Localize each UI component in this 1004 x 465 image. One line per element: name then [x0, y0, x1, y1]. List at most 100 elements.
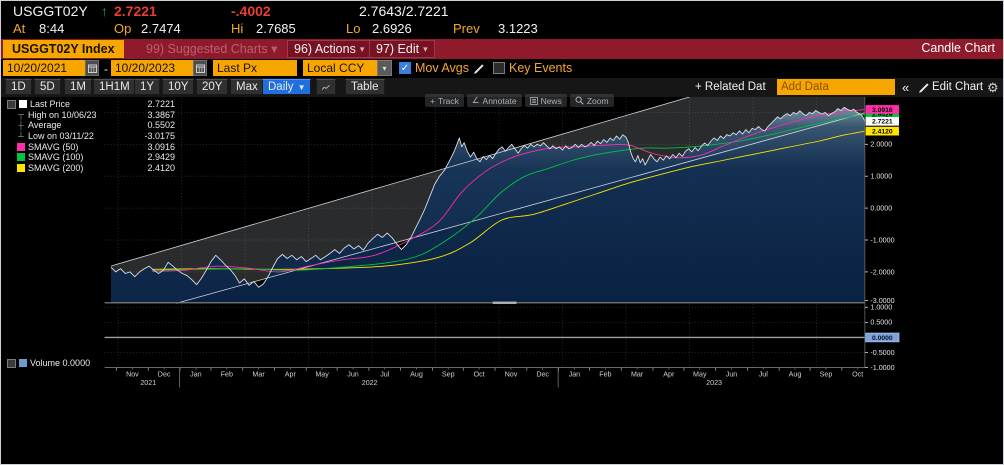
calendar-icon[interactable]	[193, 60, 207, 76]
low-marker-icon: ┴	[18, 131, 24, 141]
month-label: Aug	[410, 370, 423, 378]
key-events-label[interactable]: Key Events	[509, 61, 573, 75]
mov-avgs-label[interactable]: Mov Avgs	[415, 61, 469, 75]
period-tab-20y[interactable]: 20Y	[196, 79, 229, 95]
related-data-button[interactable]: + Related Dat	[695, 81, 766, 93]
annotate-icon: ∠	[471, 95, 480, 105]
edit-menu[interactable]: 97) Edit ▾	[369, 40, 435, 58]
price-area-fill	[110, 107, 865, 303]
panel-divider[interactable]	[104, 302, 865, 304]
price-field-input[interactable]: Last Px	[213, 60, 297, 76]
price-chart[interactable]: 2.00001.00000.0000-1.0000-2.0000-3.00001…	[1, 97, 1004, 465]
price-axis-badge-text: 3.0916	[872, 107, 893, 114]
smavg50-line	[152, 109, 865, 273]
high-label: Hi	[231, 21, 244, 36]
caret-down-icon: ▾	[359, 43, 365, 54]
collapse-chevrons[interactable]: «	[902, 80, 910, 95]
month-label: Dec	[158, 370, 171, 378]
month-label: Aug	[789, 370, 802, 378]
volume-tick-label: 0.5000	[870, 319, 892, 327]
currency-select[interactable]: Local CCY	[303, 60, 377, 76]
period-tab-1d[interactable]: 1D	[5, 79, 32, 95]
pencil-icon[interactable]	[918, 81, 930, 99]
legend-row-smavg100[interactable]: SMAVG (100) 2.9429	[7, 152, 175, 163]
quote-header: USGGT02Y ↑ 2.7221 -.4002 2.7643/2.7221 A…	[1, 1, 1003, 39]
period-tab-1y[interactable]: 1Y	[134, 79, 161, 95]
settings-bar: 10/20/2021 - 10/20/2023 Last Px Local CC…	[1, 59, 1003, 78]
open-value: 2.7474	[141, 21, 181, 36]
period-tab-10y[interactable]: 10Y	[162, 79, 195, 95]
smavg100-chip	[17, 153, 25, 162]
calendar-icon[interactable]	[85, 60, 99, 76]
legend-row-smavg200[interactable]: SMAVG (200) 2.4120	[7, 163, 175, 174]
volume-axis-badge	[865, 332, 900, 343]
price-axis-badge-text: 2.4120	[872, 129, 893, 136]
bid-ask: 2.7643/2.7221	[359, 3, 449, 19]
volume-legend[interactable]: Volume 0.0000	[7, 358, 90, 368]
quote-time: 8:44	[39, 21, 65, 36]
high-marker-icon: ┬	[18, 110, 24, 120]
month-label: Nov	[126, 370, 139, 378]
edit-chart-button[interactable]: Edit Chart	[932, 81, 984, 93]
month-label: Jul	[380, 370, 390, 378]
chart-region: 2.0000 1.0000 0.0000 -1.0000 -2.0000 -3.0000 1…	[1, 94, 1004, 465]
suggested-charts-menu[interactable]: 99) Suggested Charts ▾	[146, 42, 278, 56]
zoom-button[interactable]: Zoom	[569, 94, 614, 107]
volume-tick-label: -1.0000	[870, 364, 894, 372]
security-tab[interactable]: USGGT02Y Index	[3, 40, 124, 58]
legend-row-low: ┴ Low on 03/11/22 -3.0175	[18, 131, 175, 142]
volume-tick-label: 1.0000	[870, 304, 892, 312]
volume-tick-label: -0.5000	[870, 349, 894, 357]
annotate-button[interactable]: ∠ Annotate	[466, 94, 522, 107]
y-tick-label: -2.0000	[870, 268, 894, 276]
month-label: Apr	[663, 370, 675, 378]
month-label: May	[315, 370, 329, 378]
date-from-input[interactable]: 10/20/2021	[3, 60, 85, 76]
month-label: Sep	[442, 370, 455, 378]
pencil-icon[interactable]	[473, 62, 485, 80]
legend-row-last-price[interactable]: Last Price 2.7221	[7, 99, 175, 110]
ticker-symbol: USGGT02Y	[13, 3, 88, 19]
panel-options-icon[interactable]	[7, 358, 16, 368]
frequency-select[interactable]: Daily ▼	[262, 79, 312, 95]
open-label: Op	[114, 21, 132, 36]
period-tab-max[interactable]: Max	[230, 79, 264, 95]
date-to-input[interactable]: 10/20/2023	[111, 60, 193, 76]
chart-legend: Last Price 2.7221 ┬ High on 10/06/23 3.38…	[7, 99, 175, 173]
low-label: Lo	[346, 21, 361, 36]
table-button[interactable]: Table	[345, 79, 385, 95]
average-marker-icon: ┼	[18, 120, 24, 130]
track-button[interactable]: + Track	[425, 94, 464, 107]
y-tick-label: 2.0000	[870, 141, 892, 149]
gear-icon[interactable]: ⚙	[987, 80, 999, 95]
caret-down-icon: ▾	[271, 42, 278, 56]
price-axis-badge-text: 2.9429	[872, 112, 893, 119]
period-tab-1m[interactable]: 1M	[64, 79, 92, 95]
month-label: Mar	[252, 370, 265, 378]
period-tab-1h1m[interactable]: 1H1M	[93, 79, 136, 95]
price-change: -.4002	[231, 3, 271, 19]
mov-avgs-checkbox[interactable]: ✓	[399, 62, 411, 74]
period-bar: 1D 5D 1M 1H1M 1Y 10Y 20Y Max Daily ▼ Tabl…	[1, 78, 1003, 97]
currency-dropdown-arrow[interactable]: ▾	[377, 60, 392, 76]
add-data-input[interactable]	[777, 79, 895, 95]
month-label: Sep	[820, 370, 833, 378]
month-label: Jun	[726, 370, 738, 378]
panel-divider-handle[interactable]	[492, 301, 517, 304]
month-label: Dec	[536, 370, 549, 378]
channel-upper-line	[110, 97, 690, 267]
legend-row-smavg50[interactable]: SMAVG (50) 3.0916	[7, 141, 175, 152]
month-label: May	[693, 370, 707, 378]
actions-menu[interactable]: 96) Actions ▾	[287, 40, 372, 58]
line-chart-icon[interactable]	[316, 79, 336, 95]
news-button[interactable]: News	[524, 94, 567, 107]
panel-options-icon[interactable]	[7, 99, 16, 109]
y-tick-label: 1.0000	[870, 173, 892, 181]
up-arrow-icon: ↑	[101, 3, 108, 19]
high-value: 2.7685	[256, 21, 296, 36]
period-tab-5d[interactable]: 5D	[34, 79, 61, 95]
chart-type-label: Candle Chart	[921, 41, 995, 55]
key-events-checkbox[interactable]	[493, 62, 505, 74]
legend-row-average: ┼ Average 0.5502	[18, 120, 175, 131]
